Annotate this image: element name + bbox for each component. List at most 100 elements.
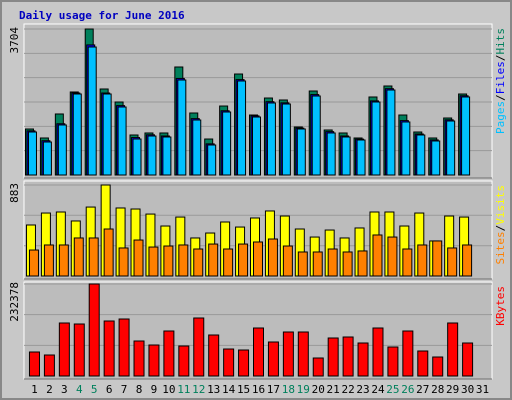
- bar: [88, 237, 99, 277]
- bar: [387, 346, 399, 377]
- bar: [58, 244, 69, 277]
- bar: [193, 317, 205, 377]
- bar: [267, 238, 278, 277]
- x-tick-label: 10: [162, 383, 175, 396]
- bar: [28, 249, 39, 277]
- legend-entry: Files: [494, 61, 507, 94]
- bar: [401, 121, 411, 176]
- bar: [372, 327, 384, 377]
- bar: [462, 342, 474, 377]
- x-tick-label: 22: [341, 383, 354, 396]
- bar: [103, 228, 114, 277]
- x-tick-label: 28: [431, 383, 444, 396]
- bar: [178, 244, 189, 277]
- x-tick-label: 2: [46, 383, 53, 396]
- x-tick-label: 4: [76, 383, 83, 396]
- bar: [282, 245, 293, 277]
- bar: [27, 131, 37, 176]
- bar: [326, 132, 336, 176]
- legend-separator: /: [494, 55, 507, 62]
- bar: [148, 246, 159, 277]
- bar: [282, 331, 294, 377]
- legend: Sites/Visits: [494, 185, 507, 265]
- bar: [222, 111, 232, 176]
- bar: [162, 136, 172, 176]
- bar: [296, 128, 306, 176]
- bar: [73, 323, 85, 377]
- bar: [58, 322, 70, 377]
- bar: [73, 237, 84, 277]
- bar: [118, 247, 129, 277]
- legend: KBytes: [494, 286, 507, 326]
- bar: [252, 116, 261, 176]
- x-tick-label: 6: [106, 383, 113, 396]
- x-tick-label: 21: [327, 383, 340, 396]
- bar: [178, 345, 190, 377]
- bar: [147, 135, 157, 176]
- bar: [103, 320, 115, 377]
- bar: [327, 248, 338, 277]
- bar: [281, 103, 291, 176]
- bar: [312, 251, 323, 277]
- bar: [312, 357, 324, 377]
- bar: [253, 241, 263, 277]
- bar: [311, 95, 321, 176]
- bar: [163, 245, 174, 277]
- x-tick-label: 26: [401, 383, 414, 396]
- bar: [371, 101, 381, 176]
- x-tick-label: 15: [237, 383, 250, 396]
- y-tick-label: 232378: [8, 282, 21, 322]
- bar: [327, 337, 339, 377]
- bar: [192, 119, 202, 176]
- bar: [148, 344, 160, 377]
- bar: [417, 350, 429, 377]
- bar: [42, 141, 52, 176]
- bar: [416, 134, 426, 176]
- bar: [297, 331, 309, 377]
- chart-title: Daily usage for June 2016: [19, 9, 185, 22]
- legend-separator: /: [494, 225, 507, 232]
- bar: [238, 349, 250, 377]
- bar: [402, 330, 414, 377]
- x-tick-label: 18: [282, 383, 295, 396]
- x-tick-label: 5: [91, 383, 98, 396]
- legend: Pages/Files/Hits: [494, 28, 507, 134]
- bar: [297, 251, 308, 277]
- x-tick-label: 8: [136, 383, 143, 396]
- bar: [28, 351, 40, 377]
- bar: [88, 283, 100, 377]
- bar: [57, 124, 67, 176]
- bar: [461, 96, 471, 176]
- bar: [417, 244, 428, 277]
- x-tick-label: 27: [416, 383, 429, 396]
- bar: [102, 93, 112, 176]
- bar: [208, 243, 219, 277]
- bar: [357, 342, 369, 377]
- bar: [163, 330, 175, 377]
- x-tick-label: 31: [476, 383, 489, 396]
- bar: [402, 248, 413, 277]
- x-tick-label: 20: [312, 383, 325, 396]
- x-tick-label: 17: [267, 383, 280, 396]
- bar: [133, 239, 144, 277]
- x-tick-label: 11: [177, 383, 190, 396]
- x-tick-label: 1: [31, 383, 38, 396]
- bar: [118, 318, 130, 377]
- x-tick-label: 7: [121, 383, 128, 396]
- x-tick-label: 25: [386, 383, 399, 396]
- bar: [462, 244, 473, 277]
- bar: [447, 322, 459, 377]
- bar: [432, 356, 444, 377]
- bar: [387, 236, 398, 277]
- bar: [133, 340, 145, 377]
- bar: [193, 248, 204, 277]
- x-tick-label: 29: [446, 383, 459, 396]
- x-tick-label: 3: [61, 383, 68, 396]
- bar: [208, 334, 220, 377]
- bar: [341, 136, 351, 176]
- bar: [253, 327, 264, 377]
- bar: [432, 240, 443, 277]
- x-tick-label: 19: [297, 383, 310, 396]
